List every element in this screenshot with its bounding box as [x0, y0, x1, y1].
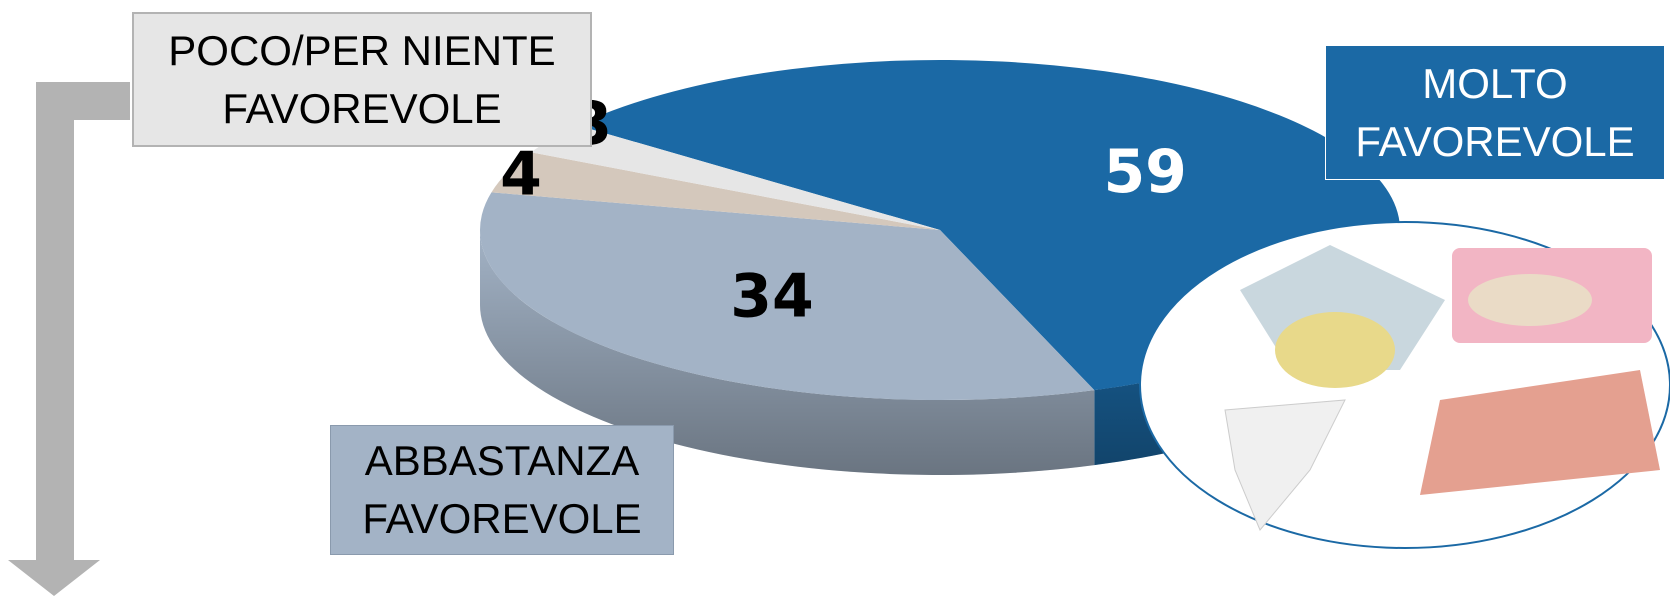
value-label: 34 — [730, 262, 814, 332]
page: {"chart_data": {"type": "pie", "categori… — [0, 0, 1670, 596]
arrow — [8, 82, 130, 596]
value-label: 4 — [500, 139, 542, 209]
category-label: MOLTO FAVOREVOLE — [1325, 45, 1665, 180]
value-label: 59 — [1103, 137, 1187, 207]
product-image — [1140, 222, 1670, 548]
category-label: ABBASTANZA FAVOREVOLE — [330, 425, 674, 555]
group-label: POCO/PER NIENTE FAVOREVOLE — [132, 12, 592, 147]
